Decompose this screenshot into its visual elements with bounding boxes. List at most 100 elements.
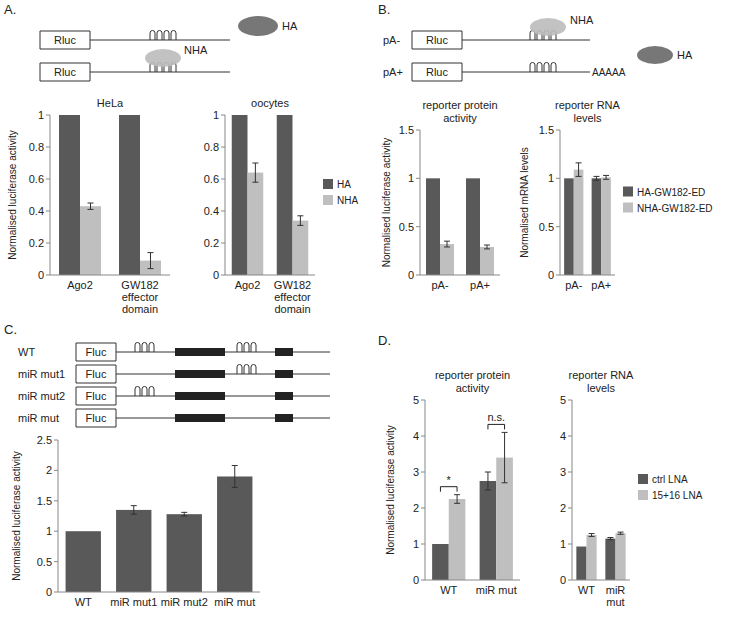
y-axis-title: Normalised luciferase activity — [385, 425, 396, 555]
bar — [66, 531, 101, 592]
annotation: n.s. — [487, 411, 505, 423]
tick — [421, 580, 425, 581]
category-label: miRmut — [606, 584, 626, 608]
x-axis — [58, 592, 260, 593]
reporter-label: Rluc — [54, 66, 77, 78]
category-label: GW182effectordomain — [274, 279, 311, 315]
y-axis — [225, 115, 226, 275]
reporter-label: Fluc — [86, 368, 107, 380]
bar — [426, 178, 440, 275]
tick-label: 0.4 — [29, 205, 44, 217]
tick-label: 0 — [46, 586, 52, 598]
category-label: miR mut2 — [161, 596, 208, 608]
tick — [568, 472, 572, 473]
error-bar — [297, 216, 303, 226]
panel-label: D. — [378, 333, 391, 348]
protein-label: HA — [282, 20, 298, 32]
bar — [601, 177, 611, 275]
tick-label: 1.5 — [539, 124, 554, 136]
tick — [54, 561, 58, 562]
tick — [556, 178, 560, 179]
tick-label: 1.5 — [37, 495, 52, 507]
coding-block — [275, 348, 293, 356]
legend-label: NHA-GW182-ED — [637, 203, 713, 214]
reporter-label: Rluc — [426, 34, 449, 46]
tick-label: 1 — [408, 172, 414, 184]
tick-label: 0 — [408, 269, 414, 281]
tick-label: 1 — [548, 172, 554, 184]
tick — [421, 544, 425, 545]
chart: 00.511.5pA-pA+reporter RNAlevelsNormalis… — [519, 99, 713, 291]
chart: 00.20.40.60.81Ago2GW182effectordomainooc… — [204, 97, 359, 315]
reporter-label: Rluc — [426, 66, 449, 78]
tick-label: 0 — [548, 269, 554, 281]
category-label: WT — [75, 596, 92, 608]
error-bar — [88, 203, 94, 209]
error-bar — [576, 163, 582, 177]
coding-block — [275, 414, 293, 422]
bar — [605, 539, 615, 580]
tick-label: 2 — [413, 502, 419, 514]
panel-label: B. — [378, 2, 390, 17]
tick-label: 0.6 — [204, 173, 219, 185]
plot-area — [564, 163, 611, 275]
y-axis — [50, 115, 51, 275]
tick-label: 5 — [560, 394, 566, 406]
tick — [54, 500, 58, 501]
chart-title: oocytes — [251, 97, 289, 109]
y-axis-title: Normalised mRNA levels — [519, 147, 530, 258]
chart: 00.20.40.60.81Ago2GW182effectordomainHeL… — [7, 97, 170, 315]
bar — [480, 247, 494, 275]
reporter-label: Fluc — [86, 390, 107, 402]
y-axis — [560, 130, 561, 275]
bar — [466, 178, 480, 275]
coding-block — [275, 392, 293, 400]
chart-title: reporter proteinactivity — [422, 99, 497, 124]
bar — [119, 115, 140, 275]
tick-label: 0.4 — [204, 205, 219, 217]
y-axis — [420, 130, 421, 275]
bar — [277, 115, 293, 275]
category-label: pA- — [431, 279, 448, 291]
tick-label: 2.5 — [37, 434, 52, 446]
coding-block — [175, 348, 225, 356]
protein — [530, 18, 566, 36]
protein-label: NHA — [184, 44, 208, 56]
reporter-orf — [76, 409, 116, 427]
tick — [556, 130, 560, 131]
tick-label: 3 — [413, 466, 419, 478]
tick — [221, 115, 225, 116]
tick-label: 0 — [38, 269, 44, 281]
chart: 012345WTmiRmutreporter RNAlevelsctrl LNA… — [560, 369, 703, 608]
y-axis-title: Normalised luciferase activity — [7, 130, 18, 260]
coding-block — [175, 370, 225, 378]
legend-swatch — [638, 490, 648, 500]
error-bar — [232, 466, 238, 488]
reporter-orf — [76, 365, 116, 383]
chart-title: reporter RNAlevels — [555, 99, 620, 124]
bar — [248, 173, 264, 275]
mirna-site — [135, 387, 154, 397]
panel-label: A. — [4, 2, 16, 17]
tick — [568, 436, 572, 437]
legend-swatch — [323, 179, 333, 189]
tick — [54, 531, 58, 532]
tick-label: 0.6 — [29, 173, 44, 185]
y-axis — [572, 400, 573, 580]
reporter-orf — [76, 387, 116, 405]
bar — [59, 115, 80, 275]
chart: 00.511.522.5WTmiR mut1miR mut2miR mutNor… — [11, 434, 260, 608]
construct-label: pA- — [383, 34, 400, 46]
x-axis — [420, 275, 500, 276]
error-bar — [252, 163, 258, 182]
bar — [616, 533, 626, 580]
bar — [592, 178, 602, 275]
tick-label: 1 — [413, 538, 419, 550]
tick-label: 1 — [46, 525, 52, 537]
bar — [440, 244, 454, 275]
tick — [568, 580, 572, 581]
mirna-site — [530, 63, 556, 73]
bar — [576, 547, 586, 580]
mirna-site — [150, 31, 176, 41]
bar — [217, 476, 252, 592]
